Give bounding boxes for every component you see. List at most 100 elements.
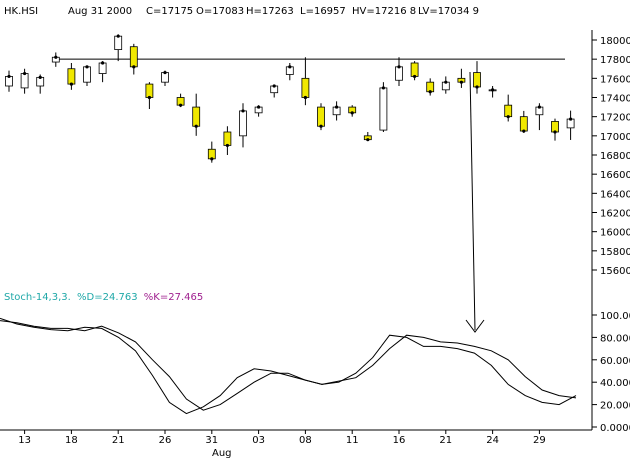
time-tick-label: 24 <box>486 435 499 446</box>
close-dot <box>381 86 385 90</box>
lowest-value: LV=17034 9 <box>418 6 479 17</box>
time-tick-label: 21 <box>439 435 452 446</box>
candle <box>223 126 232 155</box>
close-dot <box>163 70 167 75</box>
candle <box>145 82 154 109</box>
close-dot <box>569 117 573 121</box>
price-tick-label: 17000 <box>600 132 630 143</box>
open-value: O=17083 <box>196 6 244 17</box>
candle <box>129 43 138 75</box>
candle <box>254 105 263 117</box>
close-dot <box>413 74 417 79</box>
stoch-tick-label: 100.00 <box>600 311 630 322</box>
candle <box>488 86 497 98</box>
high-value: H=17263 <box>246 6 294 17</box>
candle-body <box>379 87 388 131</box>
candle <box>98 61 107 83</box>
time-tick-label: 08 <box>299 435 312 446</box>
price-axis: 18000 17800 17600 17400 17200 17000 16800 16600… <box>592 36 630 277</box>
close-dot <box>537 105 542 109</box>
price-tick-label: 18000 <box>600 36 630 47</box>
close-dot <box>335 105 339 109</box>
price-tick-label: 16800 <box>600 151 630 162</box>
candle <box>51 52 60 67</box>
time-axis: 13 18 21 26 31 03 08 11 16 21 24 29 <box>18 430 546 446</box>
time-tick-label: 16 <box>393 435 406 446</box>
time-tick-label: 11 <box>346 435 359 446</box>
price-tick-label: 17800 <box>600 55 630 66</box>
close-value: C=17175 <box>146 6 193 17</box>
time-tick-label: 29 <box>533 435 546 446</box>
close-dot <box>272 84 276 88</box>
candle <box>5 70 13 92</box>
candle-body <box>145 83 154 98</box>
close-dot <box>194 124 198 128</box>
candle-body <box>20 73 29 89</box>
time-tick-label: 26 <box>159 435 172 446</box>
price-tick-label: 16200 <box>600 209 630 220</box>
candle-body <box>473 72 481 88</box>
close-dot <box>444 80 448 84</box>
annotation-arrow-line <box>469 71 476 331</box>
close-dot <box>288 65 292 69</box>
candle-body <box>192 106 201 127</box>
price-tick-label: 16400 <box>600 189 630 200</box>
close-dot <box>147 95 151 100</box>
price-tick-label: 17200 <box>600 113 630 124</box>
candle <box>332 101 341 121</box>
candle-body <box>410 62 419 77</box>
candle-body <box>67 68 76 85</box>
close-dot <box>319 124 323 128</box>
close-dot <box>350 111 354 115</box>
time-tick-label: 13 <box>18 435 31 446</box>
time-tick-label: 31 <box>205 435 218 446</box>
candle <box>410 61 419 81</box>
candle-body <box>395 66 403 81</box>
candle <box>535 103 544 131</box>
candle <box>395 57 403 86</box>
candle <box>36 74 45 94</box>
candle <box>83 65 91 86</box>
close-dot <box>397 65 401 69</box>
close-dot <box>116 34 120 38</box>
close-dot <box>54 55 58 59</box>
candle-body <box>129 46 138 68</box>
stoch-legend: Stoch-14,3,3. %D=24.763 %K=27.465 <box>4 292 203 303</box>
close-dot <box>553 130 557 134</box>
stoch-label: Stoch-14,3,3. <box>4 292 71 303</box>
candle <box>566 110 575 140</box>
annotation-arrow-head <box>465 319 485 333</box>
candle <box>379 82 388 132</box>
candle <box>20 68 29 94</box>
candle-body <box>239 110 247 137</box>
time-tick-label: 21 <box>112 435 125 446</box>
stoch-tick-label: 0.0000 <box>600 423 630 434</box>
candle-body <box>114 35 123 50</box>
stoch-k-value: %K=27.465 <box>144 292 203 303</box>
close-dot <box>428 90 432 94</box>
candle <box>176 93 185 108</box>
close-dot <box>475 85 479 89</box>
price-tick-label: 17400 <box>600 94 630 105</box>
candle <box>426 78 435 96</box>
candle-body <box>301 77 310 98</box>
price-tick-label: 15800 <box>600 247 630 258</box>
low-value: L=16957 <box>300 6 346 17</box>
stoch-tick-label: 40.000 <box>600 378 630 389</box>
close-dot <box>210 157 214 161</box>
close-dot <box>303 95 307 100</box>
close-dot <box>85 65 89 69</box>
candle <box>301 57 310 106</box>
candle <box>270 84 279 98</box>
candle-body <box>223 131 232 146</box>
month-label: Aug <box>212 448 232 459</box>
close-dot <box>459 80 463 84</box>
stoch-k-line <box>0 317 577 415</box>
stoch-d-line <box>0 320 577 411</box>
highest-value: HV=17216 8 <box>352 6 416 17</box>
candle <box>239 103 247 148</box>
close-dot <box>491 88 495 92</box>
candle <box>285 63 294 81</box>
symbol-label: HK.HSI <box>4 6 38 17</box>
